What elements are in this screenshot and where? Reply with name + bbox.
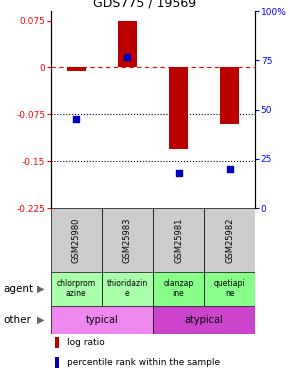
Text: log ratio: log ratio bbox=[67, 338, 105, 347]
Bar bbox=[51, 208, 102, 272]
Text: GSM25983: GSM25983 bbox=[123, 217, 132, 263]
Bar bbox=[67, 68, 86, 70]
Point bbox=[74, 116, 79, 122]
Text: ▶: ▶ bbox=[37, 284, 45, 294]
Bar bbox=[153, 208, 204, 272]
Bar bbox=[153, 306, 255, 334]
Bar bbox=[220, 68, 239, 124]
Bar bbox=[204, 208, 255, 272]
Bar bbox=[51, 272, 102, 306]
Text: GSM25980: GSM25980 bbox=[72, 217, 81, 262]
Bar bbox=[55, 337, 59, 348]
Text: typical: typical bbox=[86, 315, 118, 325]
Text: agent: agent bbox=[3, 284, 33, 294]
Text: GDS775 / 19569: GDS775 / 19569 bbox=[93, 0, 197, 9]
Text: olanzap
ine: olanzap ine bbox=[163, 279, 194, 298]
Text: ▶: ▶ bbox=[37, 315, 45, 325]
Text: atypical: atypical bbox=[185, 315, 224, 325]
Bar bbox=[102, 208, 153, 272]
Bar bbox=[55, 357, 59, 368]
Text: GSM25981: GSM25981 bbox=[174, 217, 183, 262]
Text: percentile rank within the sample: percentile rank within the sample bbox=[67, 358, 220, 367]
Bar bbox=[51, 306, 153, 334]
Bar bbox=[204, 272, 255, 306]
Text: thioridazin
e: thioridazin e bbox=[107, 279, 148, 298]
Bar bbox=[153, 272, 204, 306]
Bar bbox=[102, 272, 153, 306]
Text: other: other bbox=[3, 315, 31, 325]
Point bbox=[227, 166, 232, 172]
Point bbox=[125, 54, 130, 60]
Text: GSM25982: GSM25982 bbox=[225, 217, 234, 262]
Text: quetiapi
ne: quetiapi ne bbox=[214, 279, 245, 298]
Bar bbox=[169, 68, 188, 149]
Text: chlorprom
azine: chlorprom azine bbox=[57, 279, 96, 298]
Point bbox=[176, 170, 181, 176]
Bar bbox=[118, 21, 137, 68]
